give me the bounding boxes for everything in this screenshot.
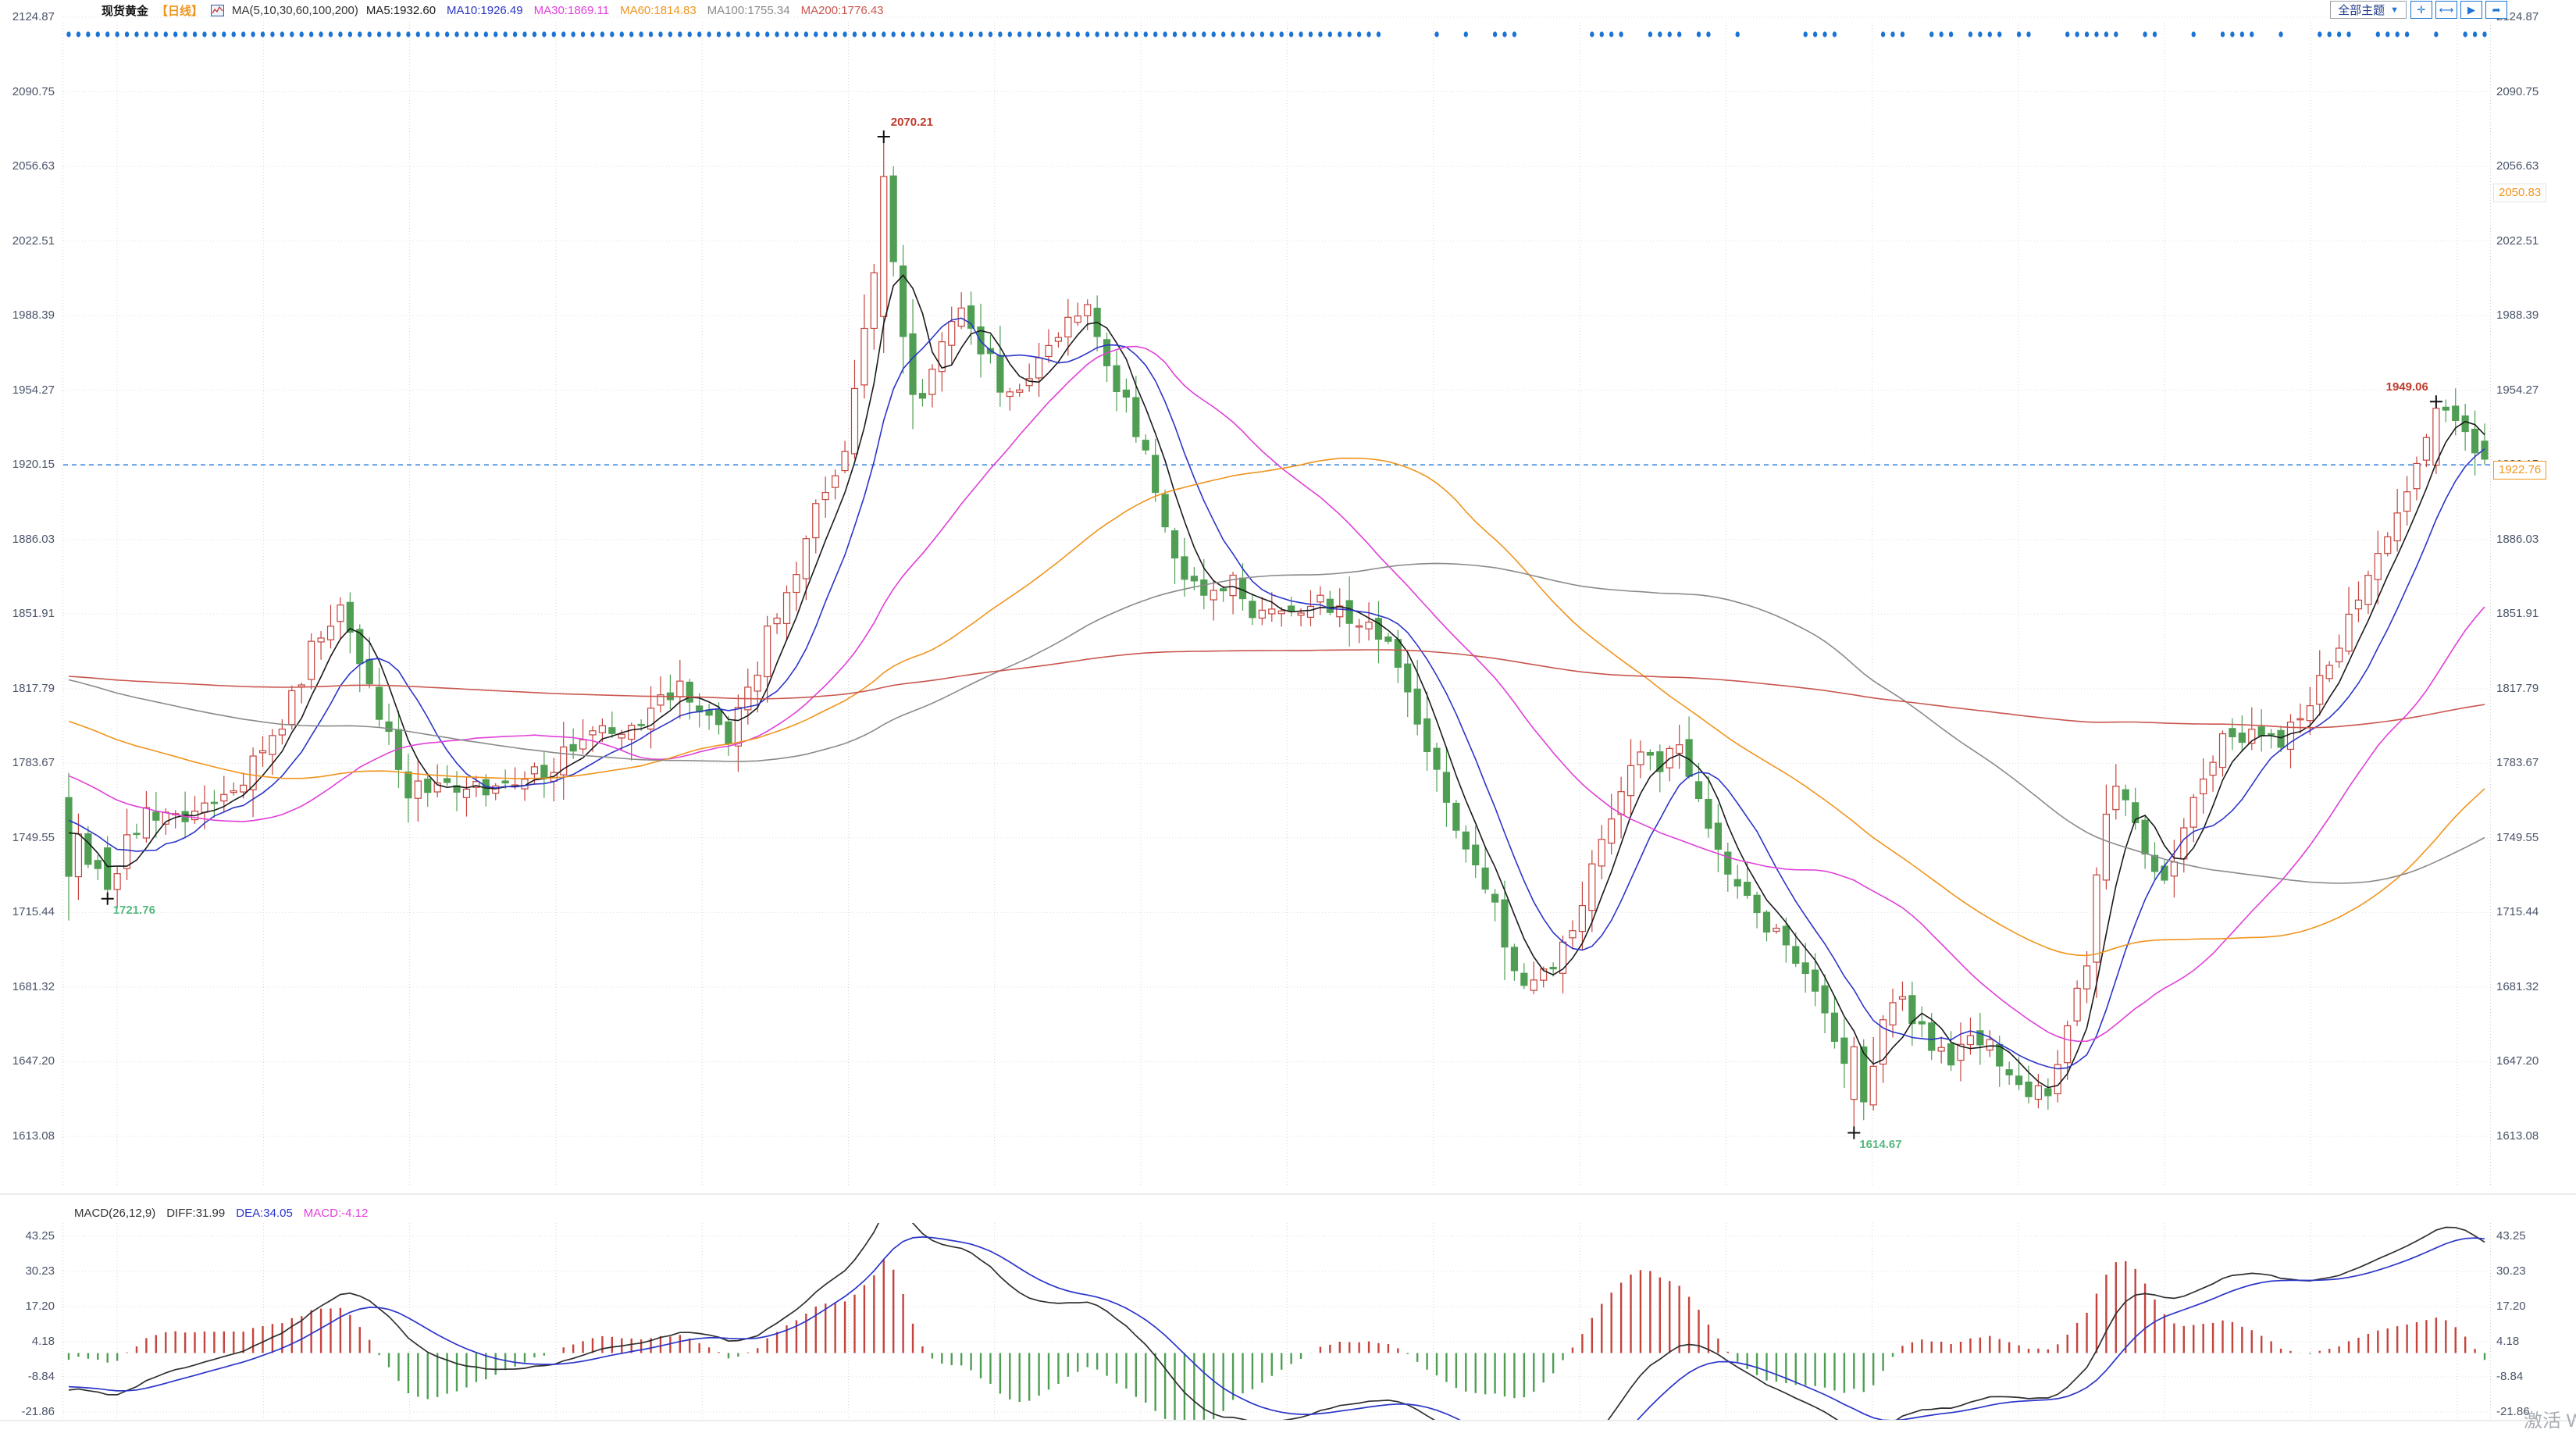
price-axis-label-right: 1715.44	[2496, 905, 2539, 919]
ma-value-0: MA5:1932.60	[365, 3, 436, 17]
ma-values: MA5:1932.60 MA10:1926.49 MA30:1869.11 MA60:…	[366, 4, 884, 17]
macd-axis-label-right: 4.18	[2496, 1335, 2520, 1348]
price-axis-label-right: 1988.39	[2496, 308, 2539, 323]
activate-watermark: 激活 W	[2524, 1410, 2576, 1432]
macd-axis-label-left: 30.23	[25, 1264, 55, 1278]
macd-header: MACD(26,12,9) DIFF:31.99 DEA:34.05 MACD:-4.…	[74, 1207, 368, 1220]
ma200-line	[68, 649, 2485, 729]
price-axis-label-left: 1886.03	[12, 532, 55, 546]
price-axis-label-left: 1954.27	[12, 383, 55, 397]
macd-axis-label-right: 43.25	[2496, 1229, 2526, 1243]
macd-axis-label-right: -8.84	[2496, 1370, 2524, 1383]
ma30-line	[68, 345, 2485, 1043]
price-axis-label-right: 1647.20	[2496, 1054, 2539, 1068]
price-axis-label-left: 2022.51	[12, 234, 55, 248]
price-axis-label-left: 2124.87	[12, 10, 55, 23]
macd-axis-label-right: -21.86	[2496, 1405, 2530, 1418]
price-axis-label-left: 1613.08	[12, 1129, 55, 1143]
macd-axis-label-left: 43.25	[25, 1229, 55, 1243]
event-marker-row	[66, 31, 2487, 37]
kline-icon	[211, 4, 225, 16]
ma10-line	[68, 317, 2485, 1070]
price-axis-label-right: 1817.79	[2496, 681, 2539, 695]
macd-layer	[67, 1223, 2486, 1420]
price-axis-label-right: 1749.55	[2496, 830, 2539, 844]
price-axis-label-right: 2022.51	[2496, 234, 2539, 248]
chart-header: 现货黄金 【日线】 MA(5,10,30,60,100,200) MA5:193…	[102, 2, 884, 19]
macd-axis-label-left: -21.86	[21, 1405, 55, 1418]
chart-toolbar: 全部主题 ▼ ✛ ⟷ ▶ ➦	[2330, 1, 2507, 19]
fit-range-button[interactable]: ⟷	[2435, 1, 2457, 19]
price-axis-label-left: 1851.91	[12, 607, 55, 621]
macd-header-item-2: DEA:34.05	[236, 1207, 293, 1220]
ma-value-2: MA30:1869.11	[533, 3, 610, 17]
low-annotation: 1614.67	[1859, 1137, 1902, 1151]
macd-header-item-3: MACD:-4.12	[303, 1207, 369, 1220]
price-axis-label-left: 1817.79	[12, 681, 55, 695]
crosshair-button[interactable]: ✛	[2410, 1, 2432, 19]
price-axis-label-right: 1886.03	[2496, 532, 2539, 546]
price-axis-label-left: 1920.15	[12, 458, 55, 472]
candles-layer	[65, 137, 2489, 1133]
symbol-name: 现货黄金	[102, 4, 149, 18]
price-axis-label-left: 1681.32	[12, 979, 55, 993]
price-axis-label-right: 1613.08	[2496, 1129, 2539, 1143]
tool-buttons: ✛ ⟷ ▶ ➦	[2410, 1, 2507, 19]
theme-dropdown[interactable]: 全部主题 ▼	[2330, 1, 2407, 19]
price-axis-label-right: 1783.67	[2496, 756, 2539, 770]
price-axis-label-left: 1647.20	[12, 1054, 55, 1068]
dea-line	[68, 1236, 2485, 1420]
price-axis-label-right: 1851.91	[2496, 607, 2539, 621]
ma60-line	[68, 457, 2485, 957]
ma-value-1: MA10:1926.49	[447, 3, 523, 17]
ma-value-3: MA60:1814.83	[620, 3, 697, 17]
macd-axis-label-right: 30.23	[2496, 1264, 2526, 1278]
macd-axis-label-right: 17.20	[2496, 1300, 2526, 1314]
high-annotation: 1949.06	[2385, 380, 2428, 394]
price-axis-label-right: 2056.63	[2496, 159, 2539, 173]
diff-line	[68, 1223, 2485, 1420]
grid-layer	[0, 16, 2576, 1421]
price-axis-label-right: 1954.27	[2496, 383, 2539, 397]
last-price-tag: 1922.76	[2493, 460, 2547, 480]
price-axis-label-right: 1681.32	[2496, 979, 2539, 993]
theme-dropdown-label: 全部主题	[2338, 4, 2385, 17]
price-axis-label-left: 2090.75	[12, 84, 55, 98]
high-annotation: 2070.21	[890, 116, 933, 130]
caret-down-icon: ▼	[2390, 5, 2399, 15]
period-label[interactable]: 【日线】	[156, 4, 204, 18]
ma-value-4: MA100:1755.34	[707, 3, 790, 17]
price-axis-label-left: 1988.39	[12, 308, 55, 323]
play-button[interactable]: ▶	[2460, 1, 2482, 19]
macd-header-item-0: MACD(26,12,9)	[74, 1207, 156, 1220]
price-axis-label-left: 1715.44	[12, 905, 55, 919]
ma-lines-layer	[68, 274, 2485, 1089]
ma-settings-label: MA(5,10,30,60,100,200)	[232, 3, 358, 17]
low-annotation: 1721.76	[112, 903, 155, 917]
ma5-line	[68, 274, 2485, 1089]
export-button[interactable]: ➦	[2485, 1, 2507, 19]
macd-axis-label-left: 4.18	[31, 1335, 55, 1348]
price-axis-label-left: 2056.63	[12, 159, 55, 173]
ma100-line	[68, 562, 2485, 884]
macd-axis-label-left: -8.84	[27, 1370, 55, 1383]
price-axis-label-left: 1749.55	[12, 830, 55, 844]
macd-axis-label-left: 17.20	[25, 1300, 55, 1314]
macd-header-item-1: DIFF:31.99	[166, 1207, 226, 1220]
price-axis-label-right: 2090.75	[2496, 84, 2539, 98]
secondary-price-tag: 2050.83	[2493, 184, 2547, 203]
ma-value-5: MA200:1776.43	[800, 3, 884, 17]
price-axis-label-left: 1783.67	[12, 756, 55, 770]
extreme-markers	[101, 130, 2442, 1139]
